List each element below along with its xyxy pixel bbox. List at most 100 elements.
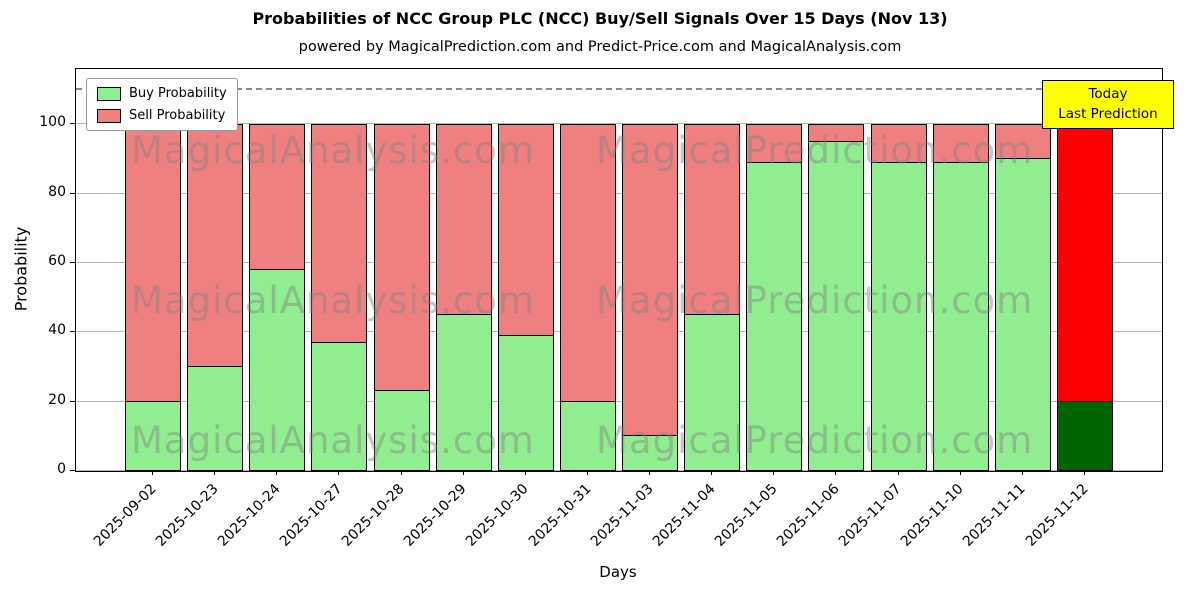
bar-buy-segment [435, 315, 492, 471]
x-tick-label: 2025-11-03 [587, 481, 657, 550]
today-annotation-line2: Last Prediction [1058, 106, 1158, 123]
x-tick-mark [152, 470, 154, 475]
today-annotation: Today Last Prediction [1042, 80, 1174, 129]
bar-buy-segment [373, 391, 430, 471]
threshold-dashed-line [76, 87, 1162, 90]
bar-slot [681, 69, 743, 471]
y-tick-mark [70, 262, 75, 264]
bar-slot [495, 69, 557, 471]
bars-row [76, 69, 1162, 471]
x-tick-label: 2025-10-23 [152, 481, 222, 550]
x-tick-label: 2025-10-30 [463, 481, 533, 550]
y-tick-label: 100 [39, 114, 66, 131]
x-axis-label: Days [599, 563, 637, 581]
bar-sell-segment [1056, 124, 1113, 402]
watermark-text: MagicalPrediction.com [596, 129, 1034, 172]
bar-buy-segment [746, 162, 803, 471]
x-tick-label: 2025-11-11 [960, 481, 1030, 550]
bar-sell-segment [559, 124, 616, 402]
bar-buy-segment [870, 162, 927, 471]
buy-swatch-icon [97, 86, 121, 101]
x-tick-label: 2025-11-12 [1022, 481, 1092, 550]
x-tick-mark [1083, 470, 1085, 475]
bar-sell-segment [932, 124, 989, 163]
x-tick-mark [897, 470, 899, 475]
plot-area: Buy Probability Sell Probability Magical… [75, 68, 1163, 472]
watermark-text: MagicalAnalysis.com [131, 279, 535, 322]
legend-label-buy: Buy Probability [129, 86, 227, 101]
bar-slot [992, 69, 1054, 471]
bar-buy-segment [808, 141, 865, 471]
bar [559, 69, 616, 471]
x-tick-label: 2025-11-04 [649, 481, 719, 550]
bar-sell-segment [311, 124, 368, 343]
bar [1056, 69, 1113, 471]
x-tick-label: 2025-09-02 [90, 481, 160, 550]
gridline [76, 470, 1162, 471]
bar-buy-segment [1056, 401, 1113, 471]
gridline [76, 123, 1162, 125]
bar [870, 69, 927, 471]
watermark-text: MagicalAnalysis.com [131, 419, 535, 462]
bar-slot [557, 69, 619, 471]
bar-slot [743, 69, 805, 471]
chart-subtitle: powered by MagicalPrediction.com and Pre… [298, 39, 902, 55]
watermark-text: MagicalPrediction.com [596, 419, 1034, 462]
y-tick-label: 40 [48, 322, 66, 339]
bar-slot [433, 69, 495, 471]
x-tick-mark [214, 470, 216, 475]
watermark-text: MagicalPrediction.com [596, 279, 1034, 322]
x-tick-mark [462, 470, 464, 475]
bar [373, 69, 430, 471]
bar-buy-segment [932, 162, 989, 471]
x-tick-mark [586, 470, 588, 475]
bar-slot [371, 69, 433, 471]
bar [497, 69, 554, 471]
x-tick-mark [1021, 470, 1023, 475]
bar-sell-segment [125, 124, 182, 402]
x-tick-label: 2025-11-05 [711, 481, 781, 550]
chart-title: Probabilities of NCC Group PLC (NCC) Buy… [252, 9, 948, 28]
x-tick-mark [400, 470, 402, 475]
gridline [76, 400, 1162, 402]
legend-item-buy: Buy Probability [97, 86, 227, 101]
bar-buy-segment [994, 159, 1051, 471]
x-tick-label: 2025-11-06 [773, 481, 843, 550]
x-tick-mark [338, 470, 340, 475]
x-tick-mark [649, 470, 651, 475]
y-tick-mark [70, 123, 75, 125]
x-tick-label: 2025-10-31 [525, 481, 595, 550]
x-tick-label: 2025-10-24 [214, 481, 284, 550]
bar [187, 69, 244, 471]
today-annotation-line1: Today [1088, 86, 1128, 102]
bar-slot [122, 69, 184, 471]
bar-buy-segment [622, 436, 679, 471]
bar-slot [246, 69, 308, 471]
y-tick-mark [70, 470, 75, 471]
y-tick-label: 20 [48, 391, 66, 408]
x-tick-label: 2025-10-29 [401, 481, 471, 550]
x-tick-mark [524, 470, 526, 475]
bar-buy-segment [187, 367, 244, 471]
x-tick-label: 2025-11-07 [836, 481, 905, 550]
x-tick-label: 2025-10-28 [339, 481, 408, 550]
y-tick-mark [70, 400, 75, 402]
bar-slot [868, 69, 930, 471]
bar [808, 69, 865, 471]
bar-slot [184, 69, 246, 471]
bar-sell-segment [746, 124, 803, 163]
sell-swatch-icon [97, 108, 121, 123]
bar-sell-segment [373, 124, 430, 392]
y-tick-label: 60 [48, 253, 66, 270]
bar [746, 69, 803, 471]
bar-slot [308, 69, 370, 471]
bar [932, 69, 989, 471]
bar-buy-segment [559, 401, 616, 471]
bar [435, 69, 492, 471]
bar-sell-segment [187, 124, 244, 368]
bar-buy-segment [125, 401, 182, 471]
x-tick-mark [773, 470, 775, 475]
legend-item-sell: Sell Probability [97, 108, 227, 123]
bar-slot [805, 69, 867, 471]
